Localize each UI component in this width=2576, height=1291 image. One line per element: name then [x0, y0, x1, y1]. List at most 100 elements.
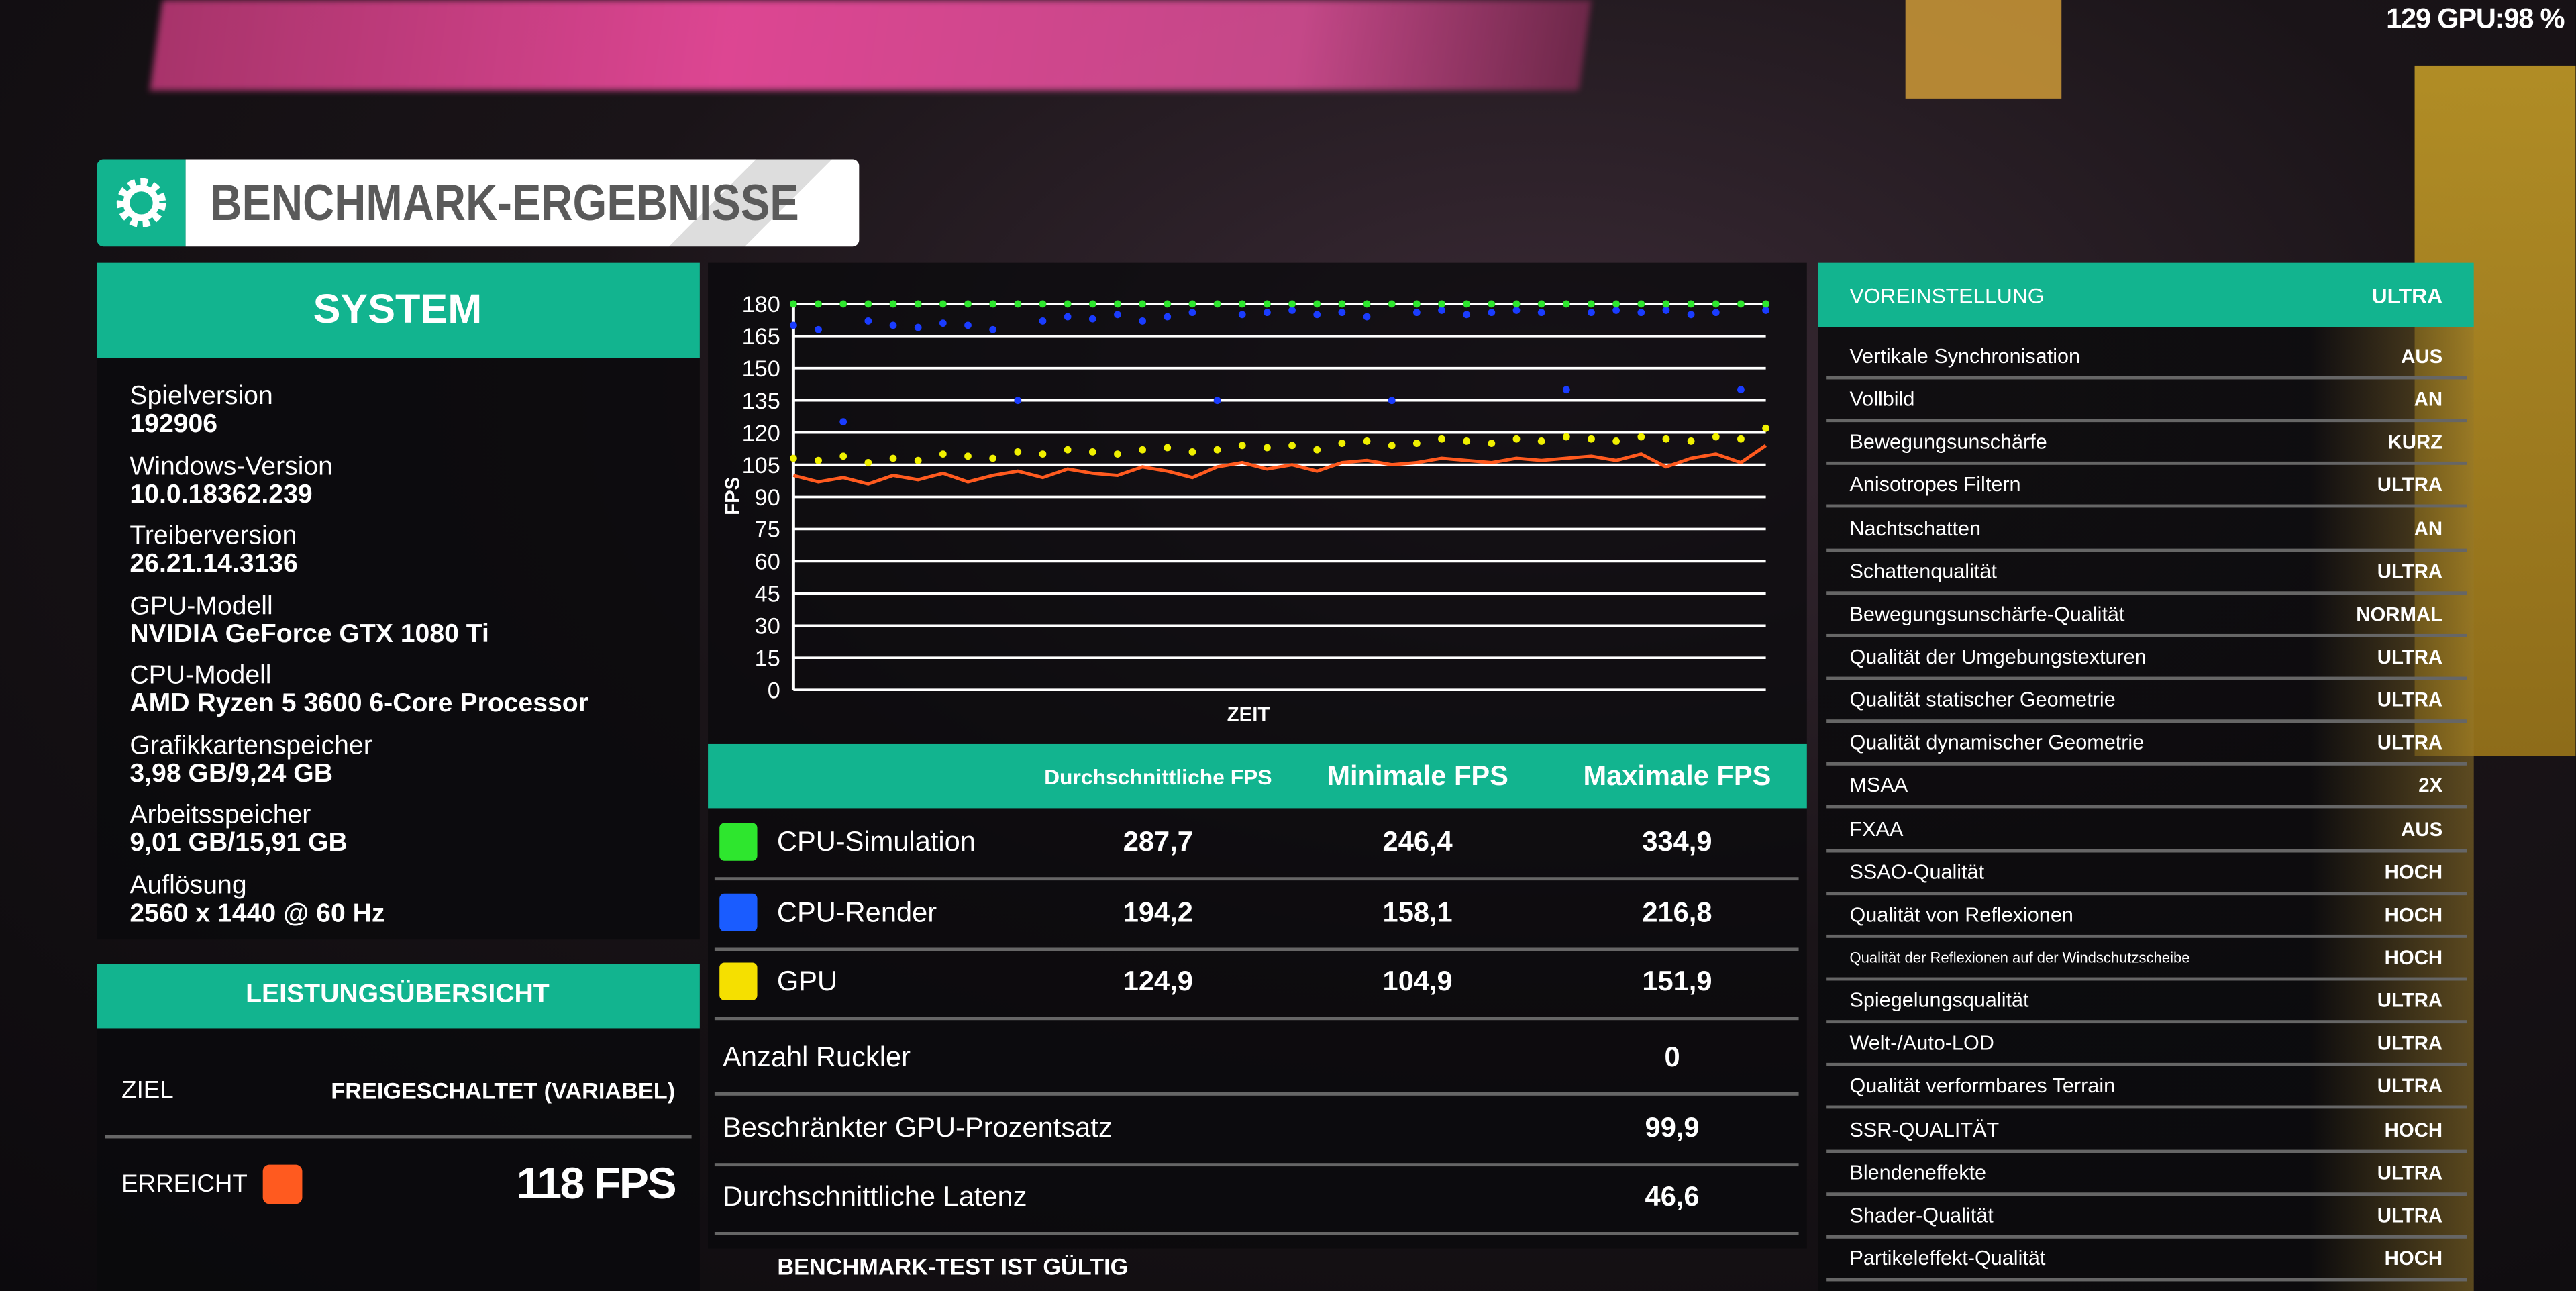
fps-point [1064, 300, 1072, 308]
fps-point [1288, 307, 1296, 314]
system-value: 10.0.18362.239 [130, 480, 313, 509]
fps-point [914, 456, 922, 464]
fps-point [1662, 300, 1670, 308]
setting-separator [1826, 805, 2467, 809]
row-swatch [719, 823, 758, 861]
setting-separator [1826, 848, 2467, 852]
summary-label: Beschränkter GPU-Prozentsatz [723, 1111, 1113, 1143]
validity-note: BENCHMARK-TEST IST GÜLTIG [777, 1253, 1129, 1280]
system-label: CPU-Modell [130, 662, 272, 690]
fps-point [839, 452, 847, 460]
row-cell: 151,9 [1642, 966, 1712, 997]
fps-point [815, 300, 822, 308]
system-panel [97, 358, 700, 940]
fps-point [1537, 300, 1545, 308]
setting-label: SSAO-Qualität [1849, 860, 1985, 884]
fps-point [1637, 433, 1645, 441]
fps-point [1512, 307, 1521, 314]
fps-point [939, 319, 947, 327]
row-name: GPU [776, 966, 838, 997]
fps-point [1313, 446, 1321, 454]
setting-separator [1826, 633, 2467, 637]
fps-point [815, 325, 822, 333]
system-label: Grafikkartenspeicher [130, 731, 372, 760]
fps-point [1139, 317, 1147, 325]
setting-label: Qualität der Reflexionen auf der Windsch… [1849, 949, 2190, 966]
fps-point [1412, 300, 1421, 308]
setting-separator [1826, 977, 2467, 981]
fps-point [1588, 435, 1595, 443]
row-separator [714, 947, 1799, 951]
setting-label: Schattenqualität [1849, 560, 1997, 583]
row-swatch [719, 892, 758, 931]
setting-label: Bewegungsunschärfe [1849, 431, 2047, 454]
fps-point [939, 300, 947, 308]
row-cell: 287,7 [1123, 826, 1193, 858]
setting-value: ULTRA [2377, 688, 2443, 712]
y-tick-label: 60 [755, 550, 780, 575]
setting-label: Shader-Qualität [1849, 1203, 1994, 1227]
setting-value: NORMAL [2356, 602, 2443, 626]
y-tick-label: 75 [755, 517, 780, 543]
setting-value: ULTRA [2377, 731, 2443, 755]
setting-value: ULTRA [2377, 1031, 2443, 1055]
fps-point [1463, 300, 1471, 308]
y-tick-label: 180 [742, 292, 780, 317]
fps-point [1488, 309, 1496, 317]
x-axis-label: ZEIT [1227, 704, 1270, 726]
setting-value: AUS [2401, 345, 2443, 368]
fps-point [1463, 437, 1471, 445]
setting-value: ULTRA [2377, 1074, 2443, 1098]
setting-value: ULTRA [2377, 988, 2443, 1013]
gear-icon [116, 178, 166, 228]
y-axis-label: FPS [722, 477, 744, 515]
setting-label: Welt-/Auto-LOD [1849, 1031, 1994, 1055]
setting-value: ULTRA [2377, 560, 2443, 583]
fps-point [989, 300, 997, 308]
fps-point [1537, 309, 1545, 317]
y-tick-label: 135 [742, 389, 780, 414]
row-cell: 194,2 [1123, 896, 1193, 927]
setting-value: ULTRA [2377, 474, 2443, 497]
y-tick-label: 45 [755, 582, 780, 607]
setting-separator [1826, 1278, 2467, 1282]
fps-point [1712, 433, 1720, 441]
fps-point [1238, 442, 1246, 450]
preset-label: VOREINSTELLUNG [1849, 283, 2045, 308]
setting-value: AN [2414, 388, 2443, 411]
setting-label: Qualität der Umgebungstexturen [1849, 645, 2147, 669]
fps-point [1039, 317, 1047, 325]
fps-point [1088, 448, 1096, 456]
fps-point [964, 321, 972, 329]
row-name: CPU-Simulation [776, 826, 976, 858]
fps-point [1562, 300, 1570, 308]
fps-point [864, 300, 872, 308]
fps-point [1612, 307, 1620, 314]
fps-point [1114, 450, 1121, 458]
fps-point [1014, 448, 1022, 456]
setting-value: ULTRA [2377, 1160, 2443, 1184]
fps-point [1537, 437, 1545, 445]
fps-point [789, 300, 797, 308]
setting-value: HOCH [2384, 860, 2443, 884]
setting-separator [1826, 891, 2467, 895]
row-separator [714, 1161, 1799, 1166]
summary-label: Durchschnittliche Latenz [723, 1181, 1027, 1212]
fps-point [1064, 446, 1072, 454]
performance-title: LEISTUNGSÜBERSICHT [246, 980, 550, 1009]
fps-point [1562, 433, 1570, 441]
setting-separator [1826, 462, 2467, 466]
fps-point [1388, 300, 1396, 308]
row-name: CPU-Render [776, 896, 937, 927]
fps-point [889, 300, 897, 308]
yellow-sign [1905, 0, 2062, 99]
fps-point [1687, 300, 1695, 308]
fps-point [1288, 442, 1296, 450]
fps-point [1164, 313, 1172, 321]
setting-label: Bewegungsunschärfe-Qualität [1849, 602, 2125, 626]
fps-point [789, 321, 797, 329]
setting-label: Qualität dynamischer Geometrie [1849, 731, 2145, 755]
y-tick-label: 165 [742, 324, 780, 350]
fps-point [1064, 313, 1072, 321]
